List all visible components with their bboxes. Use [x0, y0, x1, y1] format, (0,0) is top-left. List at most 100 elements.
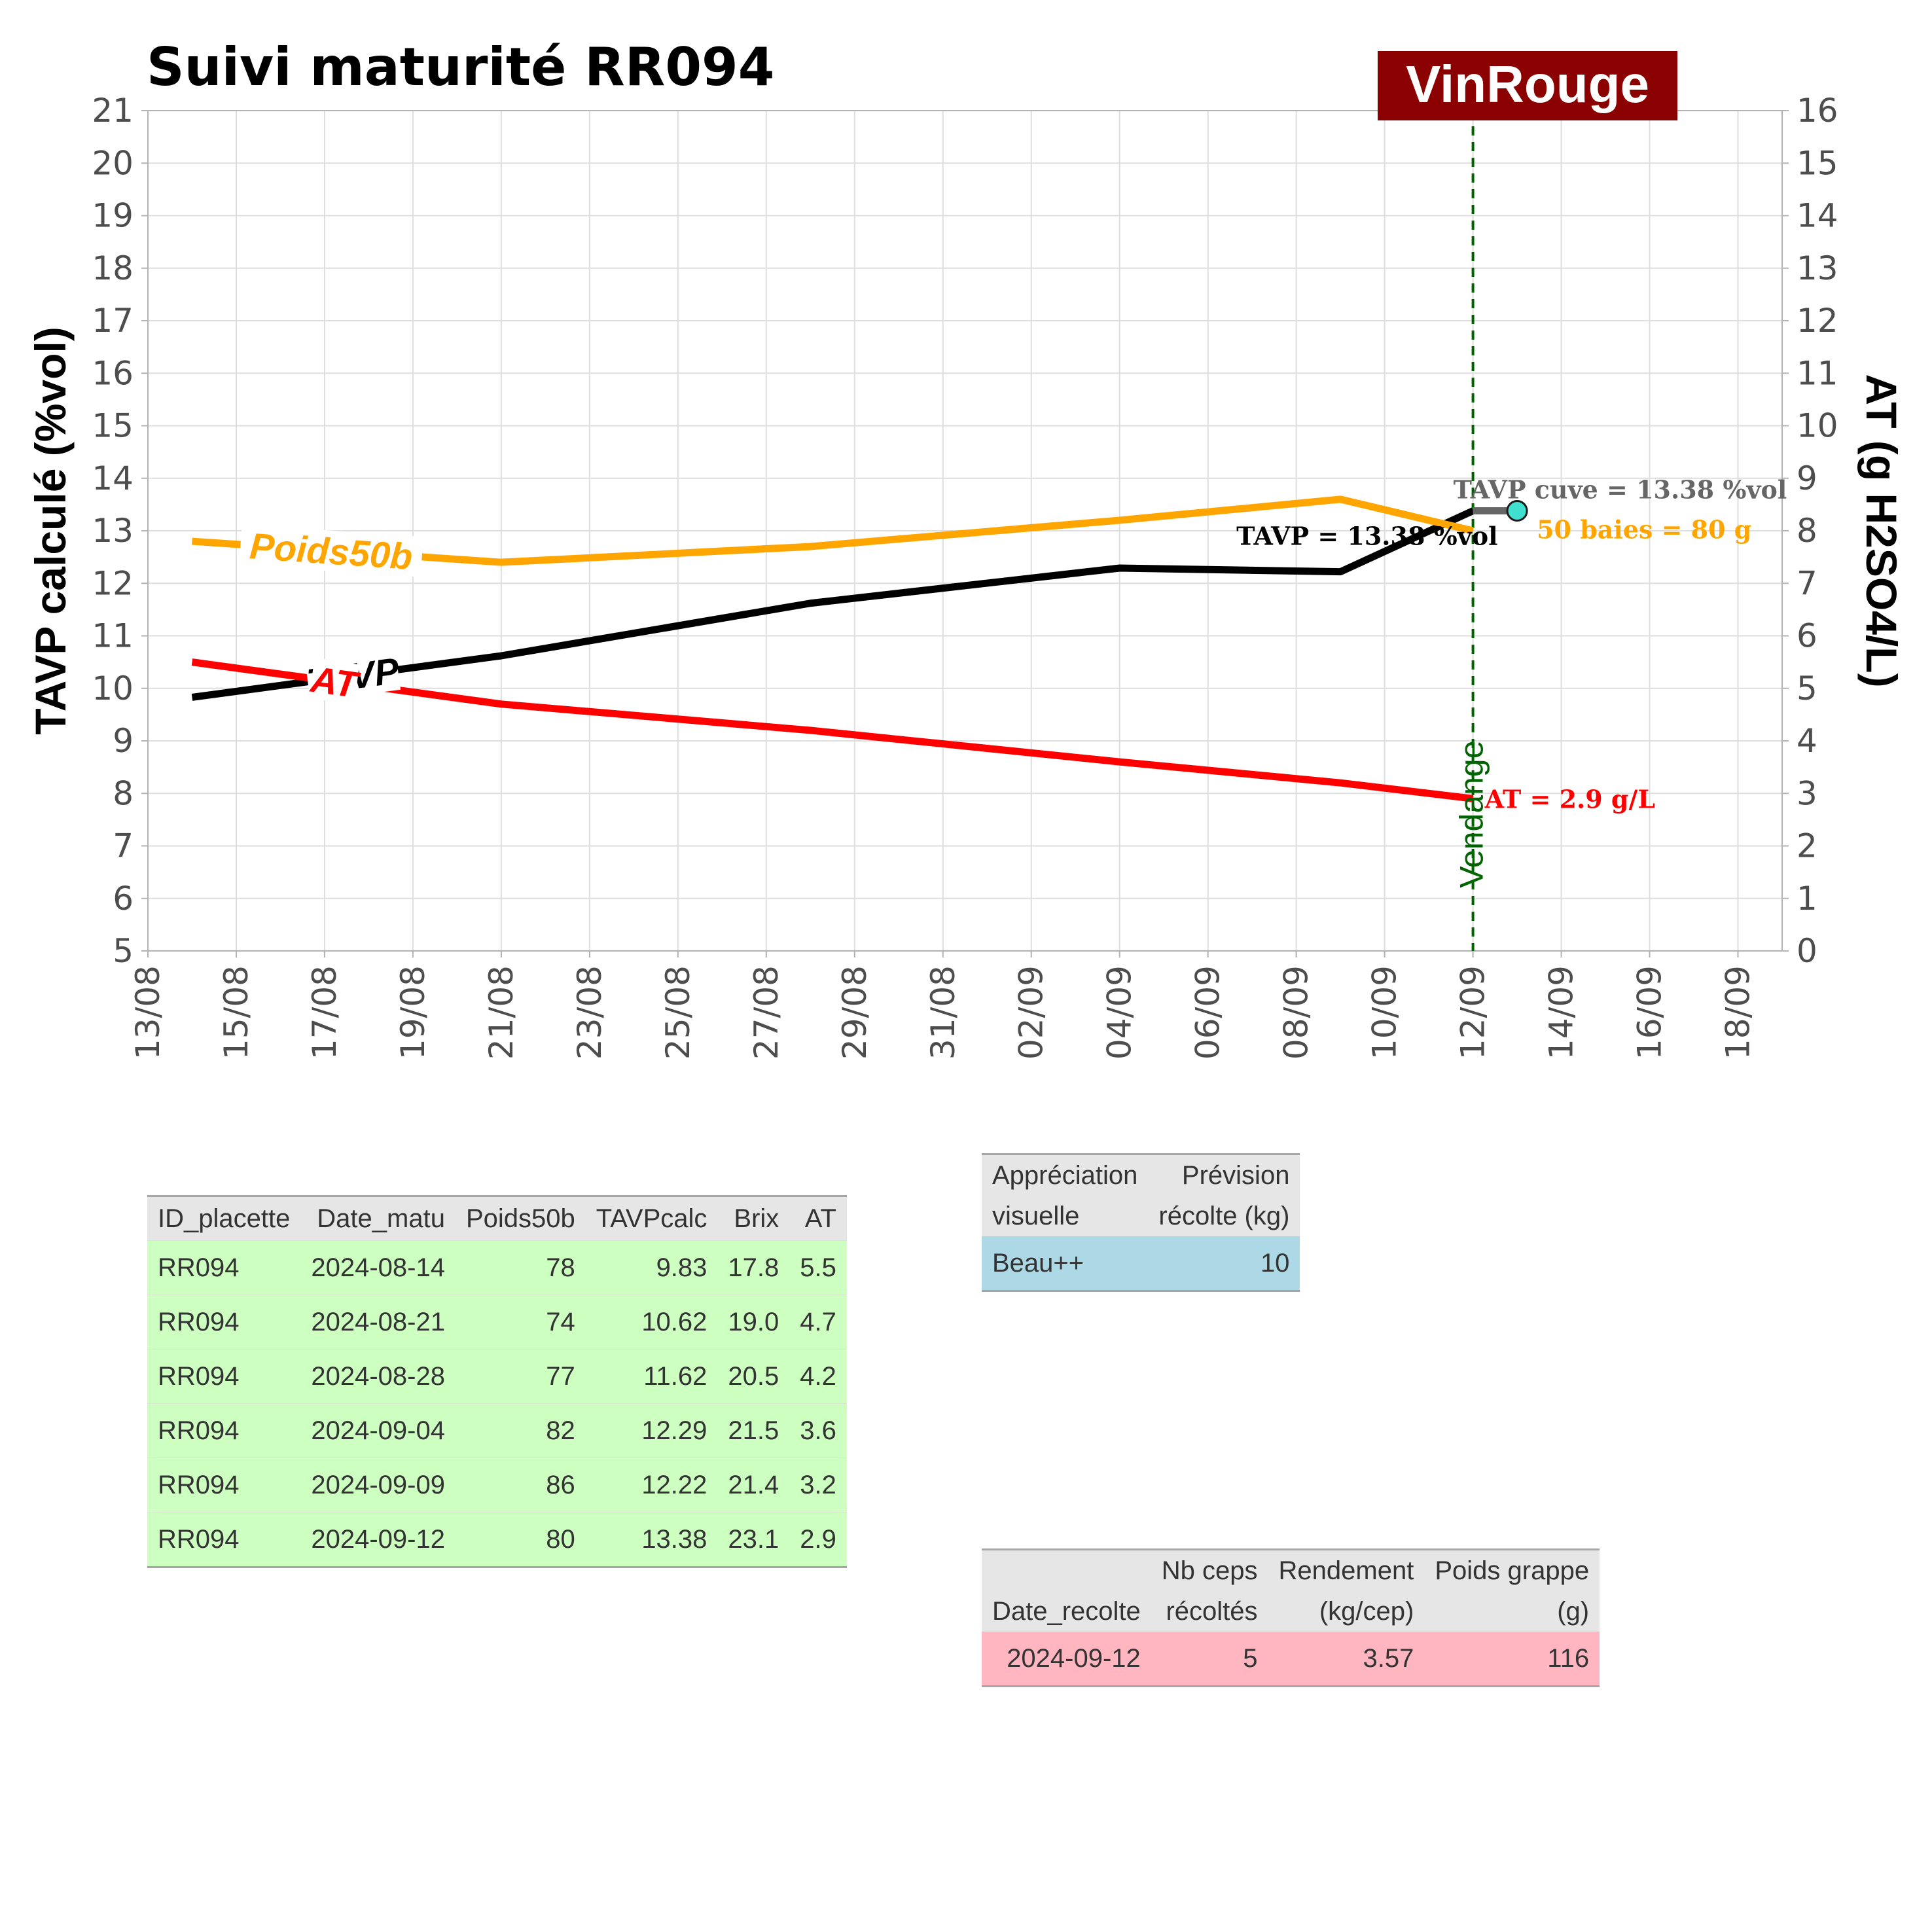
y-tick-label-left: 21 — [92, 92, 134, 130]
maturity-col-header: TAVPcalc — [585, 1195, 718, 1241]
y-tick-label-right: 8 — [1797, 512, 1817, 550]
x-tick-label: 02/09 — [1012, 965, 1050, 1060]
x-tick-label: 04/09 — [1101, 965, 1139, 1060]
table-cell: 77 — [455, 1349, 586, 1404]
maturity-col-header: ID_placette — [147, 1195, 301, 1241]
y-tick-label-left: 10 — [92, 670, 134, 707]
y-tick-label-right: 0 — [1797, 932, 1817, 970]
x-tick-label: 29/08 — [836, 965, 874, 1060]
col-header-line: (g) — [1424, 1591, 1600, 1632]
table-cell: 20.5 — [717, 1349, 790, 1404]
maturity-col-header: Brix — [717, 1195, 790, 1241]
table-cell: 9.83 — [585, 1240, 718, 1295]
table-cell: 3.6 — [789, 1403, 847, 1458]
y-tick-label-left: 15 — [92, 407, 134, 445]
table-cell: 2024-09-04 — [300, 1403, 456, 1458]
table-cell: 17.8 — [717, 1240, 790, 1295]
maturity-col-header: AT — [789, 1195, 847, 1241]
table-row: RR094 2024-08-14 78 9.83 17.8 5.5 — [147, 1240, 847, 1295]
series-label-bg — [239, 524, 423, 577]
table-cell: 19.0 — [717, 1295, 790, 1350]
col-header-line: récoltés — [1151, 1591, 1268, 1632]
cuve-annotation: TAVP cuve = 13.38 %vol — [1454, 475, 1787, 505]
table-cell: RR094 — [147, 1458, 301, 1512]
y-axis-title-left: TAVP calculé (%vol) — [26, 327, 75, 735]
x-tick-label: 16/09 — [1631, 965, 1669, 1060]
y-tick-label-left: 8 — [113, 774, 134, 812]
table-cell: 2024-08-28 — [300, 1349, 456, 1404]
table-cell: RR094 — [147, 1512, 301, 1568]
y-tick-label-left: 20 — [92, 144, 134, 182]
col-header-line: Appréciation — [982, 1153, 1149, 1196]
series-label-poids50b: Poids50b — [249, 525, 414, 577]
y-tick-label-right: 13 — [1797, 249, 1838, 287]
at-final-annotation: AT = 2.9 g/L — [1484, 784, 1656, 814]
table-cell: 10.62 — [585, 1295, 718, 1350]
x-tick-label: 31/08 — [924, 965, 962, 1060]
series-line-poids50b — [192, 495, 1474, 566]
y-tick-label-left: 18 — [92, 249, 134, 287]
table-cell: 3.2 — [789, 1458, 847, 1512]
x-tick-label: 13/08 — [129, 965, 167, 1060]
y-tick-label-right: 7 — [1797, 564, 1817, 602]
bunch-weight-value: 116 — [1424, 1632, 1600, 1687]
harvest-table: Nb ceps Rendement Poids grappe Date_recolte… — [982, 1548, 1600, 1687]
table-cell: 82 — [455, 1403, 586, 1458]
badge-bg — [1378, 51, 1677, 120]
badge-label: VinRouge — [1406, 55, 1649, 113]
vendange-label: Vendange — [1454, 740, 1490, 887]
col-header-line: récolte (kg) — [1148, 1196, 1300, 1236]
x-tick-label: 19/08 — [394, 965, 432, 1060]
col-header-line: Poids grappe — [1424, 1548, 1600, 1591]
chart-series — [191, 111, 1528, 951]
table-cell: RR094 — [147, 1349, 301, 1404]
chart-title: Suivi maturité RR094 — [147, 37, 774, 98]
table-cell: 12.22 — [585, 1458, 718, 1512]
table-cell: 2024-08-14 — [300, 1240, 456, 1295]
x-tick-label: 14/09 — [1543, 965, 1581, 1060]
table-cell: RR094 — [147, 1403, 301, 1458]
y-tick-label-right: 2 — [1797, 827, 1817, 865]
table-row: RR094 2024-09-04 82 12.29 21.5 3.6 — [147, 1403, 847, 1458]
series-label-bg — [309, 658, 360, 705]
y-tick-label-right: 5 — [1797, 670, 1817, 707]
tavp-final-annotation: TAVP = 13.38 %vol — [1236, 522, 1497, 551]
y-tick-label-right: 11 — [1797, 354, 1838, 392]
y-tick-label-right: 6 — [1797, 617, 1817, 655]
x-tick-label: 25/08 — [659, 965, 697, 1060]
table-row: RR094 2024-08-21 74 10.62 19.0 4.7 — [147, 1295, 847, 1350]
y-tick-label-right: 14 — [1797, 197, 1838, 235]
table-cell: RR094 — [147, 1295, 301, 1350]
col-header-line — [982, 1548, 1151, 1591]
y-tick-label-right: 3 — [1797, 774, 1817, 812]
y-tick-label-left: 13 — [92, 512, 134, 550]
table-cell: 74 — [455, 1295, 586, 1350]
y-tick-label-right: 4 — [1797, 722, 1817, 760]
col-header-line: visuelle — [982, 1196, 1149, 1236]
yield-value: 3.57 — [1268, 1632, 1425, 1687]
maturity-col-header: Poids50b — [455, 1195, 586, 1241]
x-tick-label: 10/09 — [1366, 965, 1404, 1060]
chart-labels: VendangePoids50bTAVPATTAVP cuve = 13.38 … — [26, 37, 1906, 888]
table-cell: 86 — [455, 1458, 586, 1512]
table-cell: 12.29 — [585, 1403, 718, 1458]
y-tick-label-right: 15 — [1797, 144, 1838, 182]
x-tick-label: 06/09 — [1189, 965, 1227, 1060]
x-tick-label: 18/09 — [1719, 965, 1757, 1060]
y-tick-label-right: 10 — [1797, 407, 1838, 445]
table-cell: 78 — [455, 1240, 586, 1295]
y-tick-label-left: 6 — [113, 880, 134, 918]
table-row: RR094 2024-08-28 77 11.62 20.5 4.2 — [147, 1349, 847, 1404]
axis-ticks: 5678910111213141516171819202101234567891… — [92, 92, 1838, 1060]
y-tick-label-right: 12 — [1797, 302, 1838, 340]
table-cell: 5.5 — [789, 1240, 847, 1295]
table-cell: 2.9 — [789, 1512, 847, 1568]
table-cell: 21.4 — [717, 1458, 790, 1512]
table-cell: 4.2 — [789, 1349, 847, 1404]
y-tick-label-left: 11 — [92, 617, 134, 655]
y-tick-label-left: 19 — [92, 197, 134, 235]
x-tick-label: 17/08 — [306, 965, 344, 1060]
x-tick-label: 21/08 — [482, 965, 520, 1060]
y-tick-label-right: 16 — [1797, 92, 1838, 130]
y-tick-label-right: 9 — [1797, 459, 1817, 497]
